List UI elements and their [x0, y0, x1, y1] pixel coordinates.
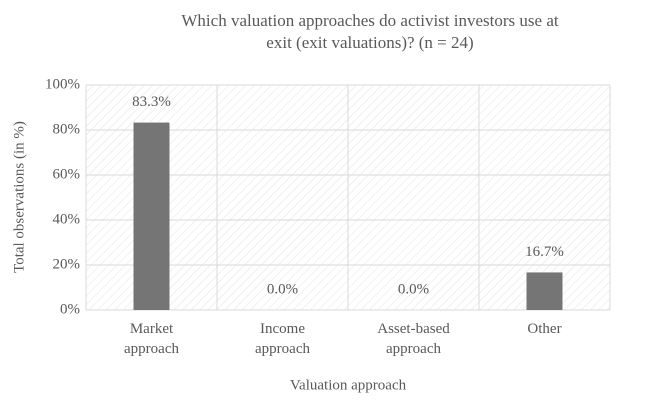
y-axis-title: Total observations (in %) — [11, 121, 27, 273]
data-label: 0.0% — [267, 281, 298, 297]
x-tick-label: Asset-based approach — [377, 321, 450, 357]
y-tick-label: 40% — [53, 211, 81, 227]
y-tick-label: 80% — [53, 121, 81, 137]
y-tick-label: 0% — [60, 301, 80, 317]
x-tick-label: Market approach — [124, 321, 179, 357]
data-label: 0.0% — [398, 281, 429, 297]
y-tick-label: 60% — [53, 166, 81, 182]
data-label: 16.7% — [525, 244, 564, 260]
y-tick-label: 20% — [53, 256, 81, 272]
x-axis-title: Valuation approach — [290, 377, 407, 393]
data-label: 83.3% — [132, 94, 171, 110]
bar — [526, 272, 563, 310]
bar — [133, 122, 170, 310]
y-tick-label: 100% — [45, 76, 80, 92]
x-tick-label: Income approach — [255, 321, 310, 357]
x-tick-label: Other — [527, 321, 561, 337]
chart-title: Which valuation approaches do activist i… — [181, 11, 558, 30]
chart-title: exit (exit valuations)? (n = 24) — [266, 33, 473, 52]
